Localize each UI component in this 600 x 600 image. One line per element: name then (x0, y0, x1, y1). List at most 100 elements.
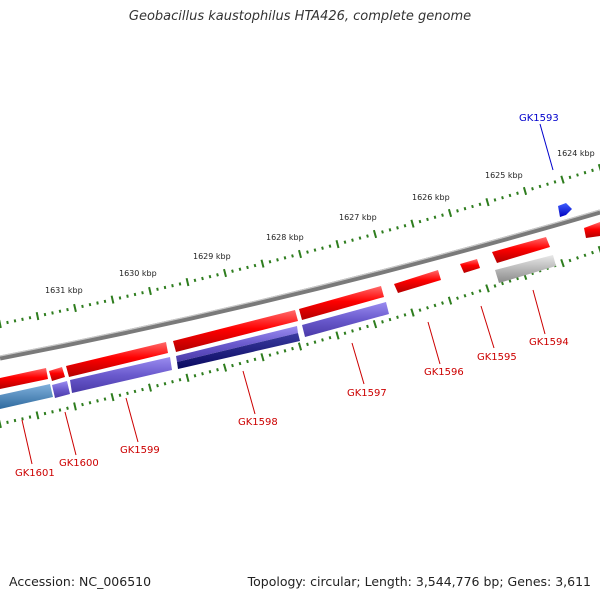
gene-arrow-gk1595[interactable] (460, 259, 480, 273)
gene-label-gk1594[interactable]: GK1594 (529, 337, 569, 348)
minor-tick (201, 372, 204, 376)
minor-tick (103, 397, 107, 401)
minor-tick (66, 307, 69, 312)
minor-tick (96, 399, 99, 403)
minor-tick (403, 313, 407, 317)
gene-arrow-gk1598[interactable] (173, 310, 298, 352)
major-tick (148, 383, 152, 392)
gene-box-gk1600-rev[interactable] (52, 381, 70, 398)
minor-tick (568, 258, 572, 263)
gene-arrow-gk1594[interactable] (492, 237, 550, 263)
major-tick (372, 229, 378, 239)
minor-tick (546, 182, 549, 186)
major-tick (298, 249, 302, 259)
minor-tick (141, 291, 144, 295)
forward-genes (0, 222, 600, 389)
minor-tick (66, 406, 69, 410)
gene-box-gk1599-rev[interactable] (70, 357, 172, 393)
minor-tick (351, 329, 354, 333)
gene-label-gk1599[interactable]: GK1599 (120, 445, 160, 456)
gene-label-gk1600[interactable]: GK1600 (59, 458, 99, 469)
minor-tick (238, 267, 242, 271)
gene-label-leaders (21, 123, 554, 465)
minor-tick (171, 284, 174, 288)
kbp-labels: 1624 kbp 1625 kbp 1626 kbp 1627 kbp 1628… (45, 149, 595, 295)
minor-tick (396, 315, 399, 319)
minor-tick (418, 308, 422, 312)
major-tick (335, 331, 340, 340)
minor-tick (6, 420, 9, 424)
gene-arrow-gk1593[interactable] (558, 203, 572, 217)
minor-tick (471, 291, 474, 296)
leader-gk1597 (351, 342, 365, 385)
minor-tick (201, 276, 204, 281)
major-tick (148, 286, 152, 296)
leader-gk1598 (242, 370, 256, 415)
reverse-genes (0, 255, 556, 409)
gene-label-gk1593[interactable]: GK1593 (519, 113, 559, 124)
gene-arrow-gk1596[interactable] (394, 270, 441, 293)
major-tick (410, 219, 415, 228)
minor-tick (208, 370, 212, 374)
major-tick (597, 163, 600, 172)
gene-box-gk1598-dark[interactable] (177, 333, 300, 369)
gene-label-gk1601[interactable]: GK1601 (15, 468, 55, 479)
minor-tick (306, 342, 309, 347)
minor-tick (58, 309, 62, 313)
minor-tick (381, 230, 384, 234)
gene-box-gk1597-rev[interactable] (302, 302, 389, 337)
minor-tick (253, 357, 257, 362)
minor-tick (351, 238, 354, 242)
minor-tick (576, 173, 579, 177)
minor-tick (463, 206, 467, 211)
gene-box-gray[interactable] (495, 255, 556, 283)
minor-tick (276, 258, 279, 262)
minor-tick (403, 224, 407, 228)
major-tick (73, 303, 77, 313)
major-tick (185, 277, 190, 287)
minor-tick (126, 294, 129, 298)
minor-tick (426, 217, 429, 222)
minor-tick (88, 302, 92, 307)
minor-tick (178, 282, 182, 286)
genome-backbone-highlight (0, 209, 600, 357)
minor-tick (328, 244, 332, 248)
gene-label-gk1598[interactable]: GK1598 (238, 417, 278, 428)
minor-tick (13, 418, 17, 423)
minor-tick (81, 402, 84, 407)
minor-tick (583, 253, 587, 258)
leader-gk1594 (532, 289, 546, 335)
major-tick (0, 419, 2, 429)
gene-label-gk1596[interactable]: GK1596 (424, 367, 464, 378)
gene-label-gk1595[interactable]: GK1595 (477, 352, 517, 363)
minor-tick (156, 287, 159, 291)
kbp-label: 1625 kbp (485, 171, 523, 180)
minor-tick (433, 303, 437, 308)
minor-tick (21, 317, 24, 321)
major-tick (0, 319, 2, 329)
leader-gk1601 (21, 419, 33, 465)
gene-arrow-gk1600[interactable] (49, 367, 65, 381)
major-tick (447, 296, 453, 305)
gene-box-gk1601-rev[interactable] (0, 384, 53, 409)
minor-tick (493, 198, 497, 202)
kbp-label: 1629 kbp (193, 252, 231, 261)
minor-tick (441, 301, 444, 305)
gene-arrow-gk1597[interactable] (299, 286, 384, 320)
major-tick (73, 402, 77, 411)
minor-tick (531, 187, 534, 191)
gene-arrow-gk1601[interactable] (0, 368, 48, 389)
gene-arrow-edge[interactable] (584, 222, 600, 238)
gene-box-gk1598-rev[interactable] (176, 326, 298, 362)
minor-tick (433, 215, 437, 219)
minor-tick (6, 320, 9, 325)
minor-tick (171, 380, 174, 384)
map-title: Geobacillus kaustophilus HTA426, complet… (128, 9, 472, 24)
minor-tick (126, 391, 129, 396)
major-tick (372, 320, 378, 329)
gene-arrow-gk1599[interactable] (66, 342, 168, 377)
minor-tick (21, 417, 24, 421)
gene-label-gk1597[interactable]: GK1597 (347, 388, 387, 399)
minor-tick (418, 219, 422, 224)
